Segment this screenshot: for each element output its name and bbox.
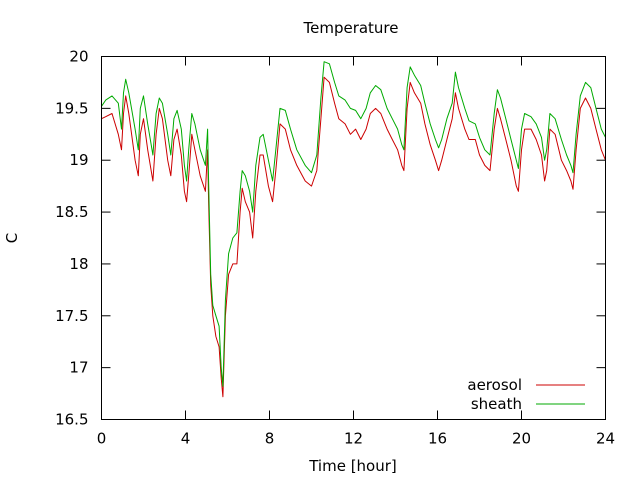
plot-frame: [101, 56, 606, 420]
series-layer: [101, 61, 606, 398]
x-tick-label: 16: [428, 430, 447, 448]
y-tick-label: 20: [69, 48, 88, 66]
y-tick-label: 16.5: [55, 411, 88, 429]
tick-layer: 0 4 8 12 16 20 24 16.5 17 17.5 18 18.5 19 19.5 20: [55, 48, 615, 448]
series-line-aerosol: [101, 76, 606, 398]
x-tick-label: 8: [265, 430, 275, 448]
legend-label-sheath: sheath: [471, 395, 522, 413]
y-tick-label: 19.5: [55, 99, 88, 117]
x-tick-label: 20: [512, 430, 531, 448]
x-axis-label: Time [hour]: [308, 457, 397, 475]
y-tick-label: 18: [69, 255, 88, 273]
x-tick-label: 12: [344, 430, 363, 448]
y-tick-label: 17: [69, 359, 88, 377]
chart-title: Temperature: [302, 19, 398, 37]
y-tick-label: 18.5: [55, 203, 88, 221]
x-tick-label: 0: [97, 430, 107, 448]
x-tick-label: 24: [596, 430, 615, 448]
y-tick-label: 19: [69, 151, 88, 169]
y-axis-label: C: [3, 233, 21, 243]
legend-label-aerosol: aerosol: [467, 376, 522, 394]
series-line-sheath: [101, 61, 606, 387]
x-tick-label: 4: [181, 430, 191, 448]
y-tick-label: 17.5: [55, 307, 88, 325]
